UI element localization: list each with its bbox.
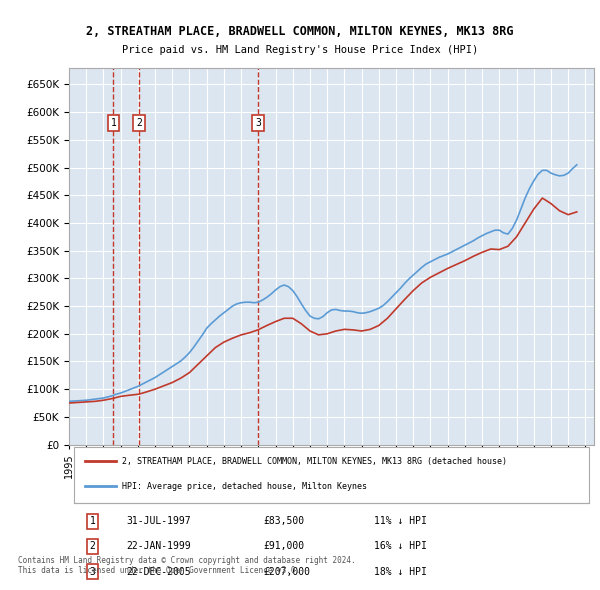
Text: 2: 2 xyxy=(136,118,142,128)
Text: 3: 3 xyxy=(89,566,95,576)
Text: 22-JAN-1999: 22-JAN-1999 xyxy=(127,542,191,552)
Text: HPI: Average price, detached house, Milton Keynes: HPI: Average price, detached house, Milt… xyxy=(121,482,367,491)
Text: 22-DEC-2005: 22-DEC-2005 xyxy=(127,566,191,576)
Text: 1: 1 xyxy=(110,118,116,128)
Text: 16% ↓ HPI: 16% ↓ HPI xyxy=(373,542,427,552)
Text: £83,500: £83,500 xyxy=(263,516,304,526)
Text: Contains HM Land Registry data © Crown copyright and database right 2024.
This d: Contains HM Land Registry data © Crown c… xyxy=(18,556,356,575)
Text: 2, STREATHAM PLACE, BRADWELL COMMON, MILTON KEYNES, MK13 8RG (detached house): 2, STREATHAM PLACE, BRADWELL COMMON, MIL… xyxy=(121,457,506,466)
Text: 2, STREATHAM PLACE, BRADWELL COMMON, MILTON KEYNES, MK13 8RG: 2, STREATHAM PLACE, BRADWELL COMMON, MIL… xyxy=(86,25,514,38)
FancyBboxPatch shape xyxy=(74,447,589,503)
Text: 18% ↓ HPI: 18% ↓ HPI xyxy=(373,566,427,576)
Text: 3: 3 xyxy=(255,118,261,128)
Text: 2: 2 xyxy=(89,542,95,552)
Text: 1: 1 xyxy=(89,516,95,526)
Text: 31-JUL-1997: 31-JUL-1997 xyxy=(127,516,191,526)
Text: Price paid vs. HM Land Registry's House Price Index (HPI): Price paid vs. HM Land Registry's House … xyxy=(122,45,478,55)
Text: £207,000: £207,000 xyxy=(263,566,310,576)
Text: £91,000: £91,000 xyxy=(263,542,304,552)
Text: 11% ↓ HPI: 11% ↓ HPI xyxy=(373,516,427,526)
